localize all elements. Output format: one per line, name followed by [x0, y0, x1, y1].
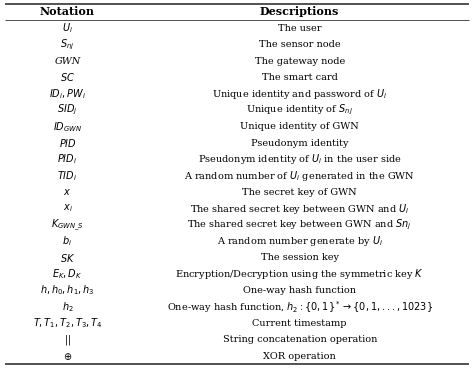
- Text: $ID_{GWN}$: $ID_{GWN}$: [53, 120, 82, 134]
- Text: GWN: GWN: [55, 57, 81, 66]
- Text: $h_2$: $h_2$: [62, 300, 73, 314]
- Text: $T,T_1,T_2,T_3,T_4$: $T,T_1,T_2,T_3,T_4$: [33, 316, 102, 330]
- Text: $E_K,D_K$: $E_K,D_K$: [52, 267, 82, 281]
- Text: $PID$: $PID$: [59, 137, 76, 149]
- Text: $SC$: $SC$: [60, 71, 75, 84]
- Text: $TID_i$: $TID_i$: [57, 169, 78, 183]
- Text: $x$: $x$: [64, 187, 72, 197]
- Text: $\oplus$: $\oplus$: [63, 351, 72, 362]
- Text: $PID_i$: $PID_i$: [57, 152, 78, 166]
- Text: $||$: $||$: [64, 333, 71, 347]
- Text: $h,h_0,h_1,h_3$: $h,h_0,h_1,h_3$: [40, 284, 95, 297]
- Text: A random number of $U_i$ generated in the GWN: A random number of $U_i$ generated in th…: [184, 169, 415, 183]
- Text: The shared secret key between GWN and $Sn_j$: The shared secret key between GWN and $S…: [187, 218, 412, 232]
- Text: A random number generate by $U_i$: A random number generate by $U_i$: [217, 234, 383, 248]
- Text: Unique identity and password of $U_i$: Unique identity and password of $U_i$: [212, 87, 387, 101]
- Text: The smart card: The smart card: [262, 73, 337, 82]
- Text: One-way hash function, $h_2:\{0,1\}^*\rightarrow\{0,1,...,1023\}$: One-way hash function, $h_2:\{0,1\}^*\ri…: [166, 299, 433, 315]
- Text: Notation: Notation: [40, 6, 95, 17]
- Text: $SK$: $SK$: [60, 252, 75, 264]
- Text: The secret key of GWN: The secret key of GWN: [242, 188, 357, 197]
- Text: One-way hash function: One-way hash function: [243, 286, 356, 295]
- Text: Current timestamp: Current timestamp: [253, 319, 347, 328]
- Text: Descriptions: Descriptions: [260, 6, 339, 17]
- Text: Pseudonym identity: Pseudonym identity: [251, 138, 348, 148]
- Text: Unique identity of GWN: Unique identity of GWN: [240, 122, 359, 131]
- Text: $S_{nj}$: $S_{nj}$: [60, 38, 74, 52]
- Text: The session key: The session key: [261, 253, 339, 262]
- Text: XOR operation: XOR operation: [264, 351, 336, 361]
- Text: $U_i$: $U_i$: [62, 21, 73, 35]
- Text: $ID_i,PW_i$: $ID_i,PW_i$: [49, 87, 86, 101]
- Text: Encryption/Decryption using the symmetric key $K$: Encryption/Decryption using the symmetri…: [175, 267, 424, 281]
- Text: The shared secret key between GWN and $U_i$: The shared secret key between GWN and $U…: [190, 202, 410, 216]
- Text: $K_{GWN\_S}$: $K_{GWN\_S}$: [51, 217, 84, 233]
- Text: $SID_j$: $SID_j$: [57, 103, 78, 117]
- Text: The user: The user: [278, 24, 321, 33]
- Text: $x_i$: $x_i$: [63, 203, 73, 215]
- Text: Pseudonym identity of $U_i$ in the user side: Pseudonym identity of $U_i$ in the user …: [198, 152, 401, 166]
- Text: The sensor node: The sensor node: [259, 40, 340, 49]
- Text: String concatenation operation: String concatenation operation: [222, 335, 377, 344]
- Text: The gateway node: The gateway node: [255, 57, 345, 66]
- Text: Unique identity of $S_{nj}$: Unique identity of $S_{nj}$: [246, 103, 353, 117]
- Text: $b_i$: $b_i$: [63, 234, 73, 248]
